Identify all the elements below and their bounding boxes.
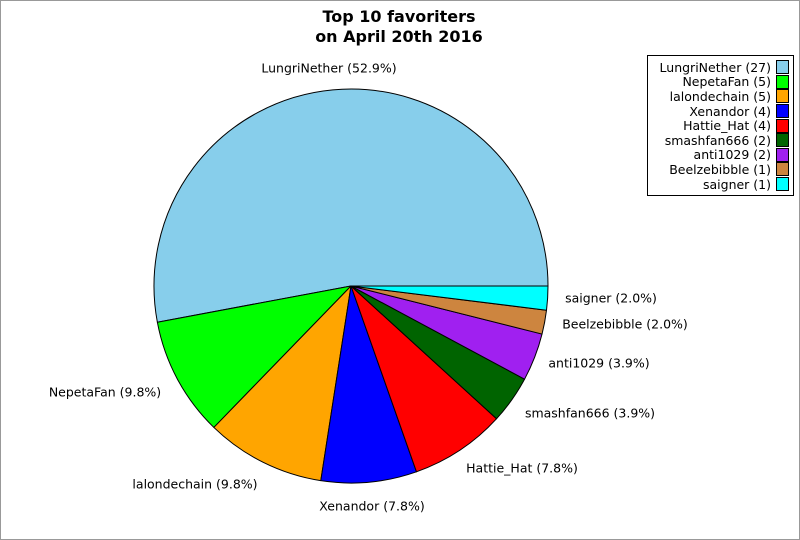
legend-swatch-NepetaFan bbox=[776, 74, 789, 89]
legend-item-Xenandor: Xenandor (4) bbox=[652, 104, 789, 119]
legend-swatch-lalondechain bbox=[776, 89, 789, 104]
legend-label-NepetaFan: NepetaFan (5) bbox=[682, 74, 771, 90]
pie-slice-LungriNether bbox=[153, 88, 549, 323]
legend-label-LungriNether: LungriNether (27) bbox=[659, 59, 771, 75]
pie-slice-Xenandor bbox=[320, 285, 417, 484]
legend-label-lalondechain: lalondechain (5) bbox=[669, 88, 771, 104]
legend-swatch-Beelzebibble bbox=[776, 162, 789, 177]
chart-title-line2: on April 20th 2016 bbox=[315, 27, 483, 46]
legend-label-Xenandor: Xenandor (4) bbox=[689, 103, 771, 119]
legend-swatch-saigner bbox=[776, 177, 789, 192]
slice-label-lalondechain: lalondechain (9.8%) bbox=[132, 476, 258, 492]
slice-label-LungriNether: LungriNether (52.9%) bbox=[261, 60, 397, 76]
legend-swatch-Hattie_Hat bbox=[776, 118, 789, 133]
legend-swatch-LungriNether bbox=[776, 60, 789, 75]
legend-swatch-anti1029 bbox=[776, 147, 789, 162]
chart-title: Top 10 favoriters on April 20th 2016 bbox=[1, 7, 797, 47]
legend-item-LungriNether: LungriNether (27) bbox=[652, 60, 789, 75]
legend-label-saigner: saigner (1) bbox=[702, 176, 771, 192]
legend-item-NepetaFan: NepetaFan (5) bbox=[652, 74, 789, 90]
slice-label-Xenandor: Xenandor (7.8%) bbox=[319, 498, 425, 514]
pie-slice-lalondechain bbox=[213, 285, 352, 482]
slice-label-smashfan666: smashfan666 (3.9%) bbox=[524, 405, 656, 421]
slice-label-anti1029: anti1029 (3.9%) bbox=[548, 355, 650, 371]
legend-item-smashfan666: smashfan666 (2) bbox=[652, 133, 789, 148]
legend-item-anti1029: anti1029 (2) bbox=[652, 147, 789, 163]
chart-title-line1: Top 10 favoriters bbox=[322, 7, 476, 26]
chart-legend: LungriNether (27) NepetaFan (5) lalondecha… bbox=[647, 55, 794, 197]
legend-swatch-smashfan666 bbox=[776, 133, 789, 148]
slice-label-Hattie_Hat: Hattie_Hat (7.8%) bbox=[466, 460, 578, 476]
legend-item-lalondechain: lalondechain (5) bbox=[652, 89, 789, 104]
legend-item-saigner: saigner (1) bbox=[652, 177, 789, 192]
slice-label-saigner: saigner (2.0%) bbox=[565, 290, 657, 306]
legend-swatch-Xenandor bbox=[776, 104, 789, 119]
legend-label-Hattie_Hat: Hattie_Hat (4) bbox=[683, 118, 771, 134]
slice-label-Beelzebibble: Beelzebibble (2.0%) bbox=[562, 316, 688, 332]
slice-label-NepetaFan: NepetaFan (9.8%) bbox=[48, 384, 162, 400]
legend-item-Beelzebibble: Beelzebibble (1) bbox=[652, 162, 789, 177]
pie-slice-Hattie_Hat bbox=[350, 285, 498, 473]
legend-item-Hattie_Hat: Hattie_Hat (4) bbox=[652, 118, 789, 133]
legend-label-Beelzebibble: Beelzebibble (1) bbox=[669, 161, 771, 177]
pie-slice-NepetaFan bbox=[156, 285, 352, 428]
legend-label-anti1029: anti1029 (2) bbox=[693, 147, 771, 163]
legend-label-smashfan666: smashfan666 (2) bbox=[664, 132, 771, 148]
pie-slice-saigner bbox=[350, 285, 549, 311]
